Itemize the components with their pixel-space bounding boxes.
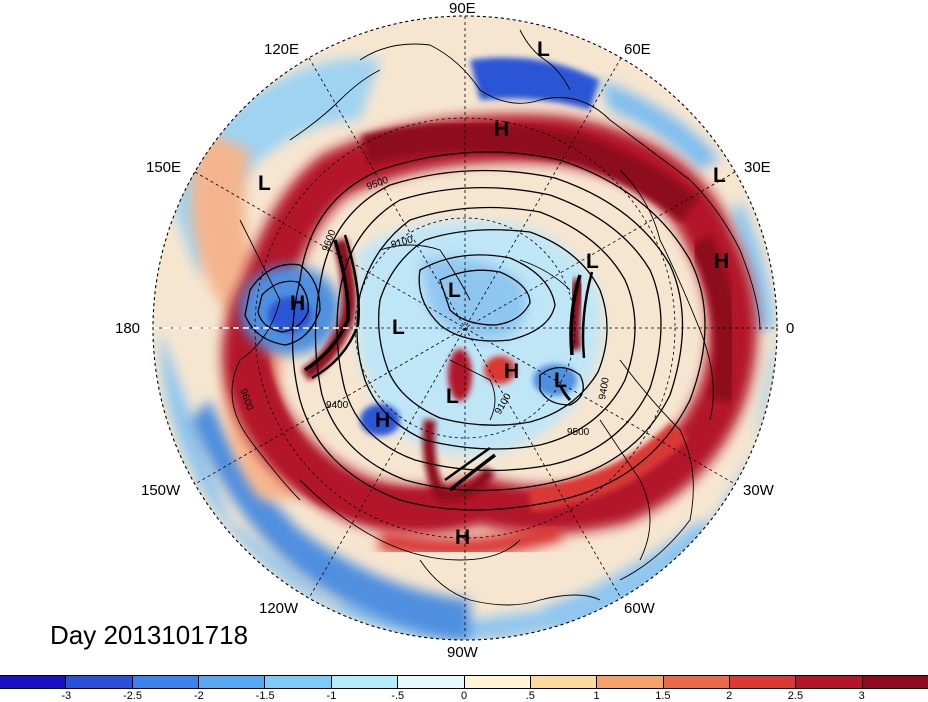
colorbar-tick-label: 2 xyxy=(726,690,733,702)
map-border xyxy=(152,15,778,641)
jet-contour-bundles xyxy=(304,234,594,492)
low-center: L xyxy=(713,164,726,187)
high-center: H xyxy=(494,118,509,141)
colorbar-tick-label: .5 xyxy=(525,690,535,702)
low-center: L xyxy=(446,385,459,408)
low-center: L xyxy=(554,369,567,392)
low-center: L xyxy=(258,172,271,195)
colorbar-tick-label: 1.5 xyxy=(655,690,671,702)
high-center: H xyxy=(375,409,390,432)
colorbar-swatch xyxy=(0,676,67,688)
lon-label-120w: 120W xyxy=(259,600,299,617)
lon-label-60e: 60E xyxy=(624,41,651,58)
colorbar-swatch xyxy=(132,676,200,688)
lon-label-150w: 150W xyxy=(141,482,181,499)
low-center: L xyxy=(392,316,405,339)
contour-label: 9500 xyxy=(567,427,590,438)
high-center: H xyxy=(455,526,470,549)
lon-label-180: 180 xyxy=(115,320,141,337)
colorbar-swatch xyxy=(862,676,928,688)
colorbar-swatch xyxy=(464,676,531,688)
colorbar-swatch xyxy=(398,676,465,688)
contour-label: 9400 xyxy=(326,400,349,411)
lon-label-60w: 60W xyxy=(624,600,655,617)
colorbar-tick-label: 0 xyxy=(460,690,468,702)
high-center: H xyxy=(290,292,305,315)
colorbar-swatch xyxy=(597,676,664,688)
colorbar-swatch xyxy=(663,676,730,688)
colorbar-tick-label: -2 xyxy=(193,690,204,702)
low-center: L xyxy=(537,38,550,61)
contour-label: 9400 xyxy=(597,376,612,400)
lon-label-150e: 150E xyxy=(146,159,182,176)
lon-label-120e: 120E xyxy=(264,41,300,58)
colorbar xyxy=(0,675,928,689)
high-center: H xyxy=(504,360,519,383)
colorbar-tick-label: -2.5 xyxy=(123,690,143,702)
low-center: L xyxy=(586,250,599,273)
colorbar-swatch xyxy=(530,676,598,688)
lon-label-0: 0 xyxy=(786,320,795,337)
low-center: L xyxy=(448,279,461,302)
colorbar-swatch xyxy=(265,676,332,688)
colorbar-swatch xyxy=(66,676,133,688)
colorbar-tick-label: -1.5 xyxy=(255,690,275,702)
anomaly-field xyxy=(153,16,777,640)
lon-label-30w: 30W xyxy=(743,482,774,499)
lon-label-30e: 30E xyxy=(744,159,771,176)
day-title: Day 2013101718 xyxy=(50,620,249,650)
colorbar-tick-label: -3 xyxy=(61,690,72,702)
colorbar-tick-label: 2.5 xyxy=(787,690,804,702)
lon-label-90w: 90W xyxy=(447,644,478,661)
colorbar-tick-label: 1 xyxy=(593,690,600,702)
colorbar-swatch xyxy=(331,676,399,688)
pressure-centers: L H L L H H L L L H L L H H xyxy=(258,38,729,549)
colorbar-swatch xyxy=(796,676,863,688)
colorbar-tick-label: -1 xyxy=(326,690,337,702)
colorbar-tick-label: 3 xyxy=(858,690,865,702)
height-contours xyxy=(244,151,706,511)
high-center: H xyxy=(714,250,729,273)
lon-label-90e: 90E xyxy=(449,0,476,17)
colorbar-swatch xyxy=(199,676,266,688)
colorbar-tick-label: -.5 xyxy=(391,690,405,702)
colorbar-swatch xyxy=(729,676,797,688)
